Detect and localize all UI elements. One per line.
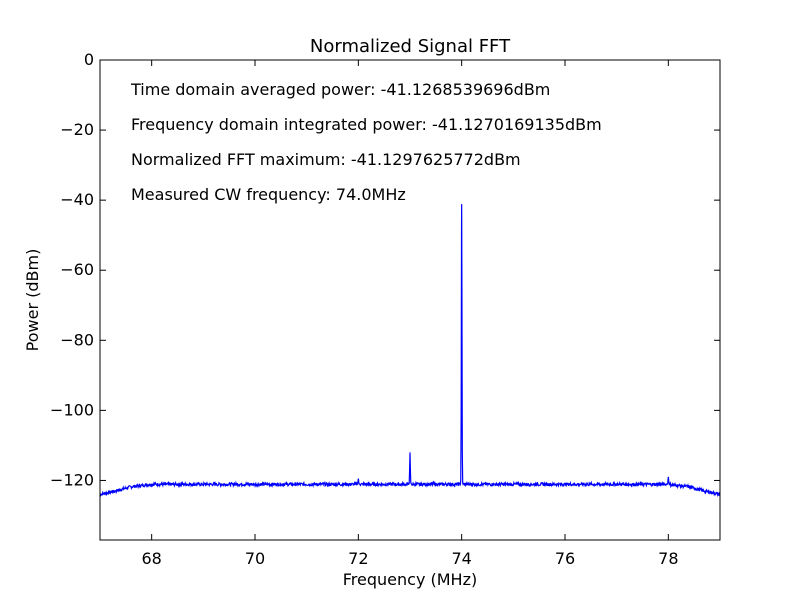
chart-title: Normalized Signal FFT <box>310 36 511 57</box>
y-tick-label: −120 <box>50 470 94 489</box>
y-tick-label: −100 <box>50 400 94 419</box>
annotation-freq-power: Frequency domain integrated power: -41.1… <box>131 115 602 134</box>
x-tick-label: 76 <box>555 549 575 568</box>
x-tick-label: 74 <box>451 549 471 568</box>
x-axis-ticks: 68 70 72 74 76 78 <box>141 60 679 568</box>
fft-series-line <box>100 204 720 498</box>
y-axis-label: Power (dBm) <box>23 249 42 352</box>
y-tick-label: 0 <box>84 50 94 69</box>
y-axis-ticks: 0 −20 −40 −60 −80 −100 −120 <box>50 50 720 489</box>
y-tick-label: −60 <box>60 260 94 279</box>
x-tick-label: 72 <box>348 549 368 568</box>
plot-area <box>99 59 721 541</box>
annotation-cw-freq: Measured CW frequency: 74.0MHz <box>131 185 406 204</box>
x-axis-label: Frequency (MHz) <box>343 570 477 589</box>
y-tick-label: −40 <box>60 190 94 209</box>
annotation-fft-max: Normalized FFT maximum: -41.1297625772dB… <box>131 150 521 169</box>
x-tick-label: 68 <box>141 549 161 568</box>
plot-frame <box>99 59 721 541</box>
annotation-group: Time domain averaged power: -41.12685396… <box>130 80 602 204</box>
annotation-time-power: Time domain averaged power: -41.12685396… <box>130 80 550 99</box>
x-tick-label: 78 <box>658 549 678 568</box>
y-tick-label: −20 <box>60 120 94 139</box>
y-tick-label: −80 <box>60 330 94 349</box>
x-tick-label: 70 <box>245 549 265 568</box>
